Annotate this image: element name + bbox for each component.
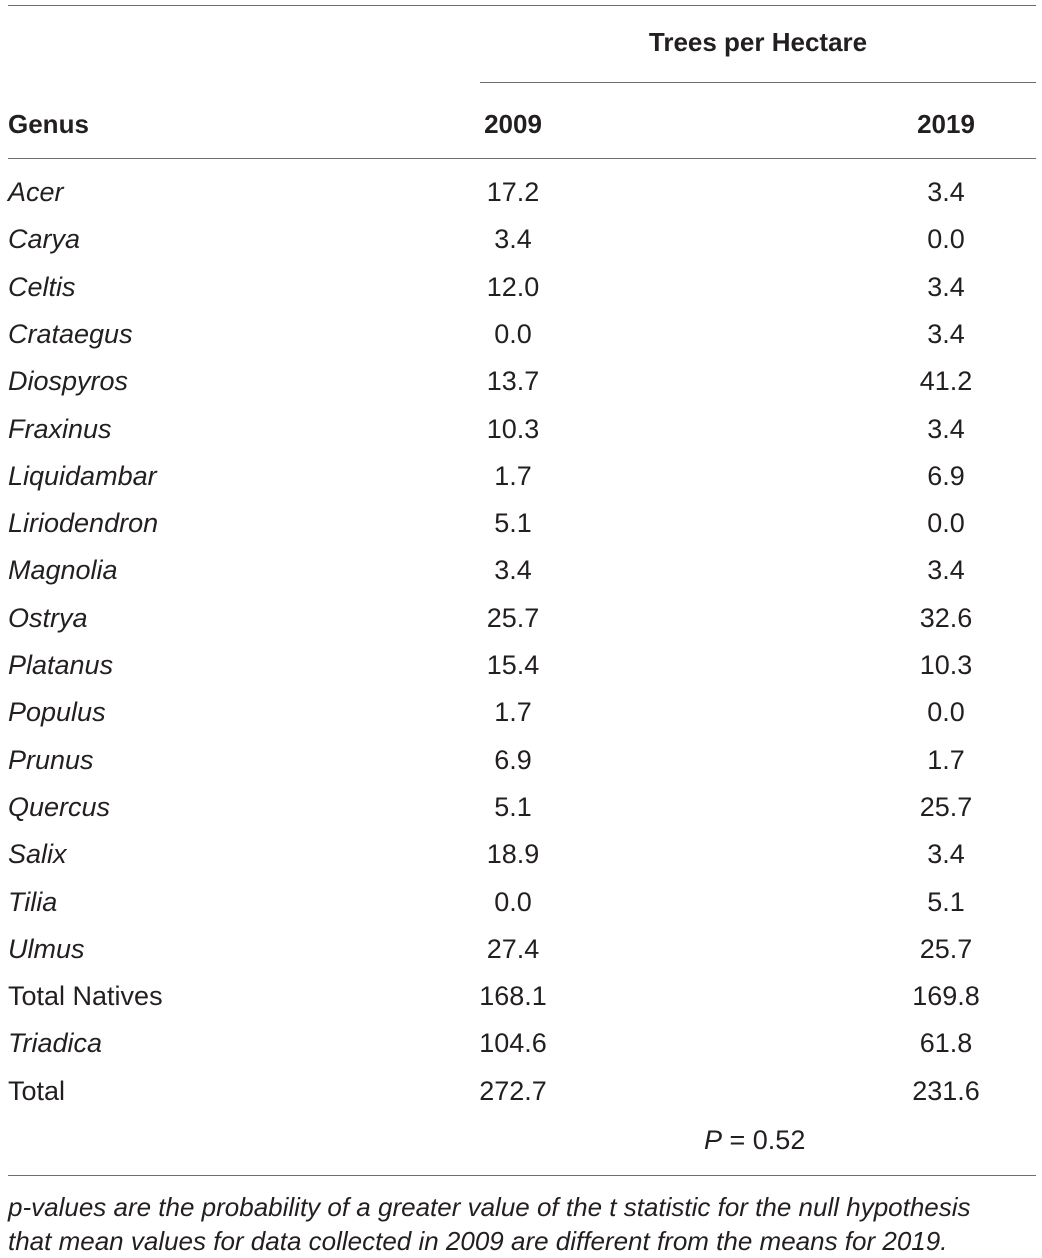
value-2009-cell: 13.7 [486, 366, 540, 396]
group-header-trees-per-hectare: Trees per Hectare [648, 27, 868, 57]
genus-cell: Celtis [8, 272, 76, 302]
genus-cell: Salix [8, 839, 67, 869]
value-2009-cell: 15.4 [486, 650, 540, 680]
value-2009-cell: 168.1 [479, 981, 547, 1011]
value-2019-cell: 61.8 [919, 1028, 973, 1058]
value-2009-cell: 5.1 [494, 792, 532, 822]
value-2009-cell: 25.7 [486, 603, 540, 633]
value-2009-cell: 10.3 [486, 414, 540, 444]
value-2009-cell: 0.0 [494, 887, 532, 917]
genus-cell: Magnolia [8, 555, 118, 585]
p-value: P = 0.52 [704, 1124, 805, 1156]
value-2009-cell: 104.6 [479, 1028, 547, 1058]
genus-cell: Total Natives [8, 981, 163, 1011]
genus-cell: Prunus [8, 745, 94, 775]
value-2019-cell: 6.9 [927, 461, 965, 491]
footnote-line-1: p-values are the probability of a greate… [8, 1192, 971, 1222]
header-2019: 2019 [917, 109, 975, 139]
genus-cell: Liquidambar [8, 461, 157, 491]
value-2009-cell: 3.4 [494, 555, 532, 585]
value-2019-cell: 3.4 [927, 319, 965, 349]
table-footnote: p-values are the probability of a greate… [8, 1190, 1038, 1258]
genus-cell: Ostrya [8, 603, 88, 633]
genus-cell: Populus [8, 697, 106, 727]
genus-cell: Total [8, 1076, 66, 1106]
genus-cell: Diospyros [8, 366, 129, 396]
value-2009-cell: 1.7 [494, 697, 532, 727]
value-2009-cell: 272.7 [479, 1076, 547, 1106]
footnote-line-2: that mean values for data collected in 2… [8, 1226, 948, 1256]
genus-cell: Platanus [8, 650, 114, 680]
value-2019-cell: 0.0 [927, 508, 965, 538]
value-2019-cell: 0.0 [927, 224, 965, 254]
genus-cell: Crataegus [8, 319, 133, 349]
value-2019-cell: 3.4 [927, 177, 965, 207]
genus-cell: Quercus [8, 792, 111, 822]
value-2019-cell: 3.4 [927, 555, 965, 585]
value-2009-cell: 1.7 [494, 461, 532, 491]
value-2019-cell: 41.2 [919, 366, 973, 396]
bottom-rule [8, 1175, 1036, 1176]
genus-cell: Triadica [8, 1028, 103, 1058]
value-2009-cell: 0.0 [494, 319, 532, 349]
genus-cell: Ulmus [8, 934, 85, 964]
value-2009-cell: 12.0 [486, 272, 540, 302]
genus-cell: Acer [8, 177, 64, 207]
value-2019-cell: 0.0 [927, 697, 965, 727]
value-2009-cell: 6.9 [494, 745, 532, 775]
value-2019-cell: 25.7 [919, 934, 973, 964]
value-2009-cell: 3.4 [494, 224, 532, 254]
value-2009-cell: 5.1 [494, 508, 532, 538]
value-2009-cell: 17.2 [486, 177, 540, 207]
group-header-rule [480, 82, 1036, 83]
top-rule [8, 5, 1036, 6]
value-2019-cell: 1.7 [927, 745, 965, 775]
value-2009-cell: 27.4 [486, 934, 540, 964]
value-2019-cell: 3.4 [927, 272, 965, 302]
value-2019-cell: 10.3 [919, 650, 973, 680]
value-2019-cell: 3.4 [927, 414, 965, 444]
value-2019-cell: 3.4 [927, 839, 965, 869]
header-genus: Genus [8, 109, 89, 139]
genus-cell: Carya [8, 224, 81, 254]
header-rule [8, 158, 1036, 159]
header-2009: 2009 [484, 109, 542, 139]
value-2019-cell: 169.8 [912, 981, 980, 1011]
value-2019-cell: 25.7 [919, 792, 973, 822]
genus-cell: Liriodendron [8, 508, 159, 538]
value-2009-cell: 18.9 [486, 839, 540, 869]
p-symbol: P [704, 1125, 723, 1155]
value-2019-cell: 32.6 [919, 603, 973, 633]
genus-cell: Tilia [8, 887, 58, 917]
p-value-number: = 0.52 [722, 1125, 806, 1155]
genus-cell: Fraxinus [8, 414, 112, 444]
value-2019-cell: 5.1 [927, 887, 965, 917]
value-2019-cell: 231.6 [912, 1076, 980, 1106]
